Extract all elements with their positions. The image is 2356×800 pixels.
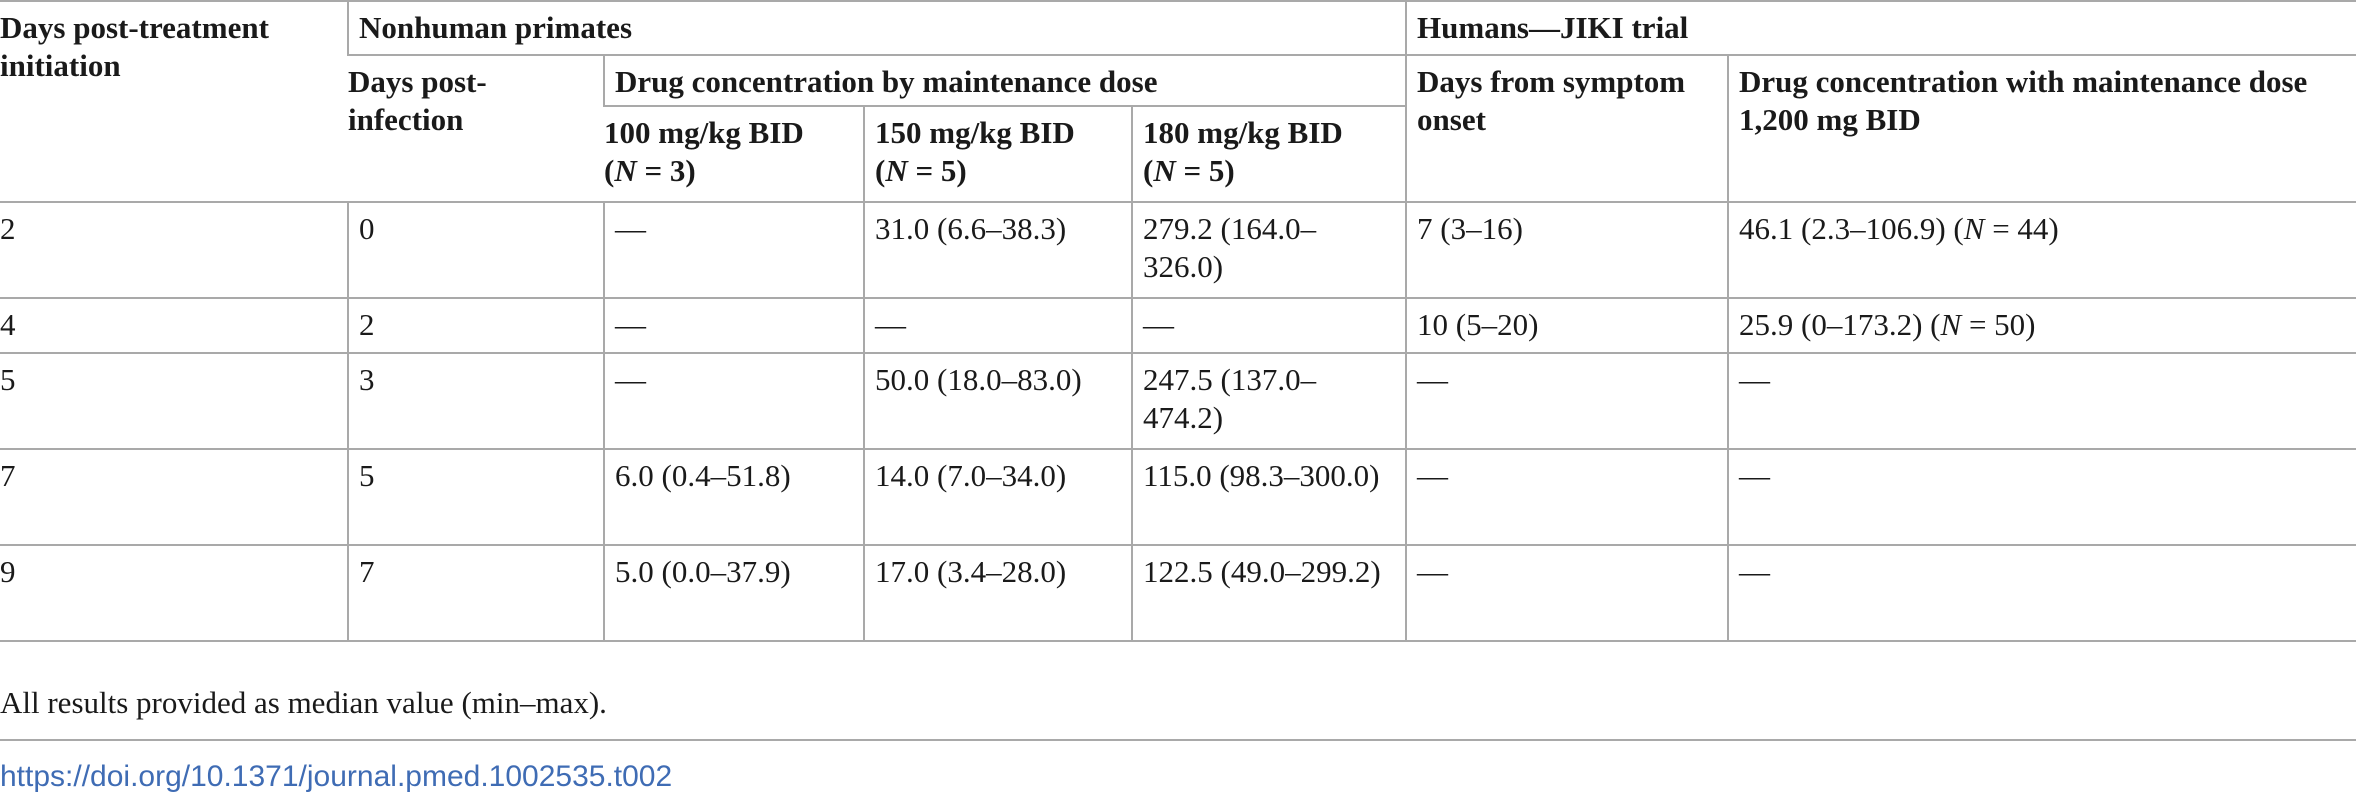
table-row: 4 2 — — — 10 (5–20) 25.9 (0–173.2) (N = … bbox=[0, 297, 2356, 353]
cell-days-infection: 3 bbox=[347, 352, 604, 449]
human-n-count: = 50) bbox=[1961, 307, 2036, 342]
header-row-2: Days post-infection Drug concentration b… bbox=[0, 54, 2356, 202]
header-dose-150: 150 mg/kg BID (N = 5) bbox=[863, 105, 1132, 202]
cell-days-treatment: 5 bbox=[0, 352, 348, 449]
cell-days-treatment: 7 bbox=[0, 448, 348, 545]
cell-conc-180: — bbox=[1130, 297, 1407, 353]
human-n-count: = 44) bbox=[1984, 211, 2059, 246]
dose-100-n-count: = 3) bbox=[636, 153, 696, 188]
cell-days-infection: 0 bbox=[347, 201, 604, 298]
cell-human-conc: — bbox=[1727, 544, 2356, 642]
cell-days-treatment: 2 bbox=[0, 201, 348, 298]
cell-conc-180: 115.0 (98.3–300.0) bbox=[1130, 448, 1407, 545]
dose-150-n-letter: N bbox=[885, 153, 908, 188]
dose-100-label: 100 mg/kg BID bbox=[604, 115, 804, 150]
header-days-post-infection: Days post-infection bbox=[348, 54, 604, 202]
cell-days-symptom: — bbox=[1405, 544, 1729, 642]
cell-conc-100: — bbox=[603, 352, 864, 449]
dose-150-n-open: ( bbox=[875, 153, 886, 188]
header-humans-jiki-trial: Humans—JIKI trial bbox=[1405, 0, 2356, 55]
cell-conc-150: 31.0 (6.6–38.3) bbox=[863, 201, 1132, 298]
cell-human-conc: — bbox=[1727, 448, 2356, 545]
table-row: 7 5 6.0 (0.4–51.8) 14.0 (7.0–34.0) 115.0… bbox=[0, 448, 2356, 545]
header-dose-180: 180 mg/kg BID (N = 5) bbox=[1130, 105, 1407, 202]
header-row-1: Days post-treatment initiation Nonhuman … bbox=[0, 0, 2356, 202]
dose-180-label: 180 mg/kg BID bbox=[1143, 115, 1343, 150]
cell-human-conc: — bbox=[1727, 352, 2356, 449]
dose-180-n-open: ( bbox=[1143, 153, 1154, 188]
human-n-letter: N bbox=[1963, 211, 1985, 246]
dose-100-n-letter: N bbox=[614, 153, 637, 188]
footer-divider bbox=[0, 739, 2356, 741]
header-human-drug-concentration: Drug concentration with maintenance dose… bbox=[1727, 54, 2356, 202]
drug-concentration-table: Days post-treatment initiation Nonhuman … bbox=[0, 0, 2356, 642]
cell-days-infection: 5 bbox=[347, 448, 604, 545]
header-days-post-treatment: Days post-treatment initiation bbox=[0, 0, 348, 202]
cell-conc-100: — bbox=[603, 297, 864, 353]
cell-conc-150: 14.0 (7.0–34.0) bbox=[863, 448, 1132, 545]
cell-days-symptom: 10 (5–20) bbox=[1405, 297, 1729, 353]
human-conc-value: 25.9 (0–173.2) ( bbox=[1739, 307, 1941, 342]
cell-conc-150: — bbox=[863, 297, 1132, 353]
table-row: 9 7 5.0 (0.0–37.9) 17.0 (3.4–28.0) 122.5… bbox=[0, 544, 2356, 642]
cell-conc-100: 6.0 (0.4–51.8) bbox=[603, 448, 864, 545]
dose-150-label: 150 mg/kg BID bbox=[875, 115, 1075, 150]
cell-conc-180: 122.5 (49.0–299.2) bbox=[1130, 544, 1407, 642]
dose-150-n-count: = 5) bbox=[907, 153, 967, 188]
data-table-container: Days post-treatment initiation Nonhuman … bbox=[0, 0, 2356, 642]
cell-days-symptom: — bbox=[1405, 352, 1729, 449]
cell-human-conc: 46.1 (2.3–106.9) (N = 44) bbox=[1727, 201, 2356, 298]
dose-180-n-count: = 5) bbox=[1175, 153, 1235, 188]
header-drug-concentration-by-dose: Drug concentration by maintenance dose bbox=[602, 54, 1407, 106]
dose-100-n-open: ( bbox=[604, 153, 615, 188]
human-n-letter: N bbox=[1940, 307, 1962, 342]
header-nonhuman-primates: Nonhuman primates bbox=[346, 0, 1407, 55]
header-days-from-symptom-onset: Days from symptom onset bbox=[1405, 54, 1729, 202]
cell-conc-100: 5.0 (0.0–37.9) bbox=[603, 544, 864, 642]
table-row: 2 0 — 31.0 (6.6–38.3) 279.2 (164.0–326.0… bbox=[0, 201, 2356, 298]
doi-link[interactable]: https://doi.org/10.1371/journal.pmed.100… bbox=[0, 760, 673, 793]
cell-days-infection: 7 bbox=[347, 544, 604, 642]
cell-days-infection: 2 bbox=[347, 297, 604, 353]
cell-conc-180: 247.5 (137.0–474.2) bbox=[1130, 352, 1407, 449]
cell-days-symptom: 7 (3–16) bbox=[1405, 201, 1729, 298]
table-footnote: All results provided as median value (mi… bbox=[0, 685, 607, 720]
dose-180-n-letter: N bbox=[1153, 153, 1176, 188]
cell-human-conc: 25.9 (0–173.2) (N = 50) bbox=[1727, 297, 2356, 353]
cell-days-treatment: 4 bbox=[0, 297, 348, 353]
cell-days-treatment: 9 bbox=[0, 544, 348, 642]
cell-conc-150: 50.0 (18.0–83.0) bbox=[863, 352, 1132, 449]
cell-conc-150: 17.0 (3.4–28.0) bbox=[863, 544, 1132, 642]
cell-conc-100: — bbox=[603, 201, 864, 298]
table-row: 5 3 — 50.0 (18.0–83.0) 247.5 (137.0–474.… bbox=[0, 352, 2356, 449]
cell-days-symptom: — bbox=[1405, 448, 1729, 545]
cell-conc-180: 279.2 (164.0–326.0) bbox=[1130, 201, 1407, 298]
header-dose-100: 100 mg/kg BID (N = 3) bbox=[604, 105, 864, 202]
header-row-3: 100 mg/kg BID (N = 3) 150 mg/kg BID (N = 5… bbox=[0, 105, 2356, 202]
human-conc-value: 46.1 (2.3–106.9) ( bbox=[1739, 211, 1964, 246]
